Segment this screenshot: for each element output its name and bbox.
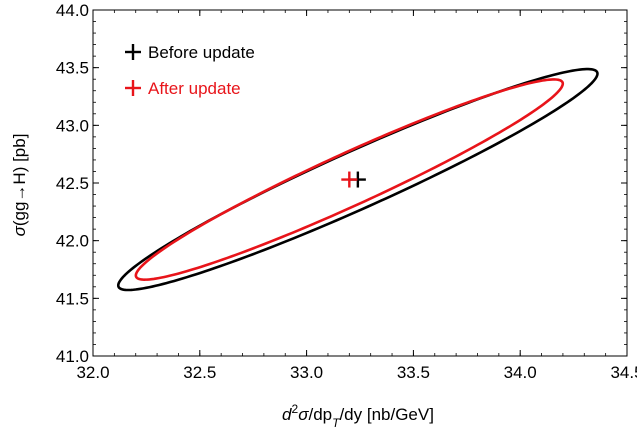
ticks-layer: 32.0 32.5 33.0 33.5 34.0 34.5 41.0 41.5 42.0 42.5… [56,1,637,382]
y-axis-label: σ(gg→H) [pb] [10,134,29,237]
ellipses-layer [116,67,599,292]
x-axis-label: d2σ/dpT/dy [nb/GeV] [282,402,434,430]
legend-item: After update [125,79,241,98]
x-tick-label: 33.0 [290,363,323,382]
x-tick-label: 32.5 [183,363,216,382]
legend: Before update After update [125,43,255,98]
x-tick-label: 33.5 [397,363,430,382]
x-tick-label: 32.0 [76,363,109,382]
x-tick-label: 34.0 [504,363,537,382]
y-tick-label: 43.0 [56,116,89,135]
y-tick-label: 41.5 [56,289,89,308]
center-marker-after [341,171,358,188]
legend-label: After update [148,79,241,98]
y-tick-label: 41.0 [56,347,89,366]
centers-layer [341,171,366,188]
y-tick-label: 43.5 [56,59,89,78]
x-tick-label: 34.5 [610,363,637,382]
y-tick-label: 42.5 [56,174,89,193]
y-tick-label: 42.0 [56,232,89,251]
ellipse-after [134,78,565,281]
y-tick-label: 44.0 [56,1,89,20]
legend-label: Before update [148,43,255,62]
legend-item: Before update [125,43,255,62]
